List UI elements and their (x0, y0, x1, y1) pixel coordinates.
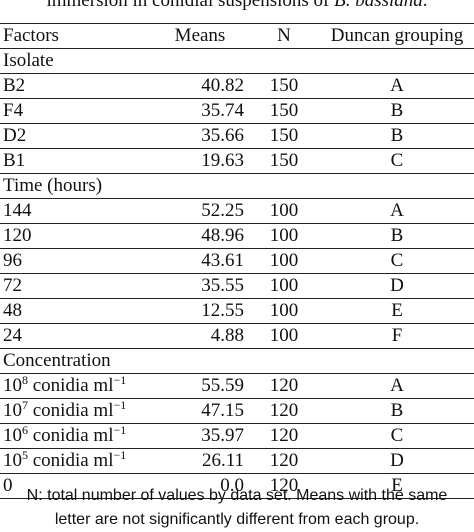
footnote-line-1: N: total number of values by data set. M… (26, 487, 448, 504)
table-row: 120 48.96 100 B (0, 223, 474, 249)
header-factors: Factors (0, 23, 153, 49)
table-row: 144 52.25 100 A (0, 198, 474, 224)
table-row: B1 19.63 150 C (0, 148, 474, 174)
section-time: Time (hours) (0, 173, 474, 199)
table-footnote: N: total number of values by data set. M… (0, 484, 474, 532)
duncan-table: Factors Means N Duncan grouping Isolate … (0, 23, 474, 499)
header-row: Factors Means N Duncan grouping (0, 23, 474, 49)
table-row: 105 conidia ml−1 26.11 120 D (0, 448, 474, 474)
section-label: Time (hours) (0, 173, 474, 199)
footnote-line-2: letter are not significantly different f… (54, 511, 420, 528)
table-row: 48 12.55 100 E (0, 298, 474, 324)
table-row: 107 conidia ml−1 47.15 120 B (0, 398, 474, 424)
table-row: 108 conidia ml−1 55.59 120 A (0, 373, 474, 399)
table-row: 106 conidia ml−1 35.97 120 C (0, 423, 474, 449)
species-name: B. bassiana (334, 0, 423, 11)
table-row: 72 35.55 100 D (0, 273, 474, 299)
section-label: Isolate (0, 48, 474, 74)
table-row: 0 0.0 120 E (0, 473, 474, 499)
section-label: Concentration (0, 348, 474, 374)
section-concentration: Concentration (0, 348, 474, 374)
table-row: F4 35.74 150 B (0, 98, 474, 124)
table-row: 96 43.61 100 C (0, 248, 474, 274)
table-row: B2 40.82 150 A (0, 73, 474, 99)
table-row: 24 4.88 100 F (0, 323, 474, 349)
header-n: N (248, 23, 317, 49)
header-duncan: Duncan grouping (317, 23, 474, 49)
header-means: Means (153, 23, 248, 49)
section-isolate: Isolate (0, 48, 474, 74)
table-caption: immersion in conidial suspensions of B. … (0, 0, 474, 11)
table-row: D2 35.66 150 B (0, 123, 474, 149)
